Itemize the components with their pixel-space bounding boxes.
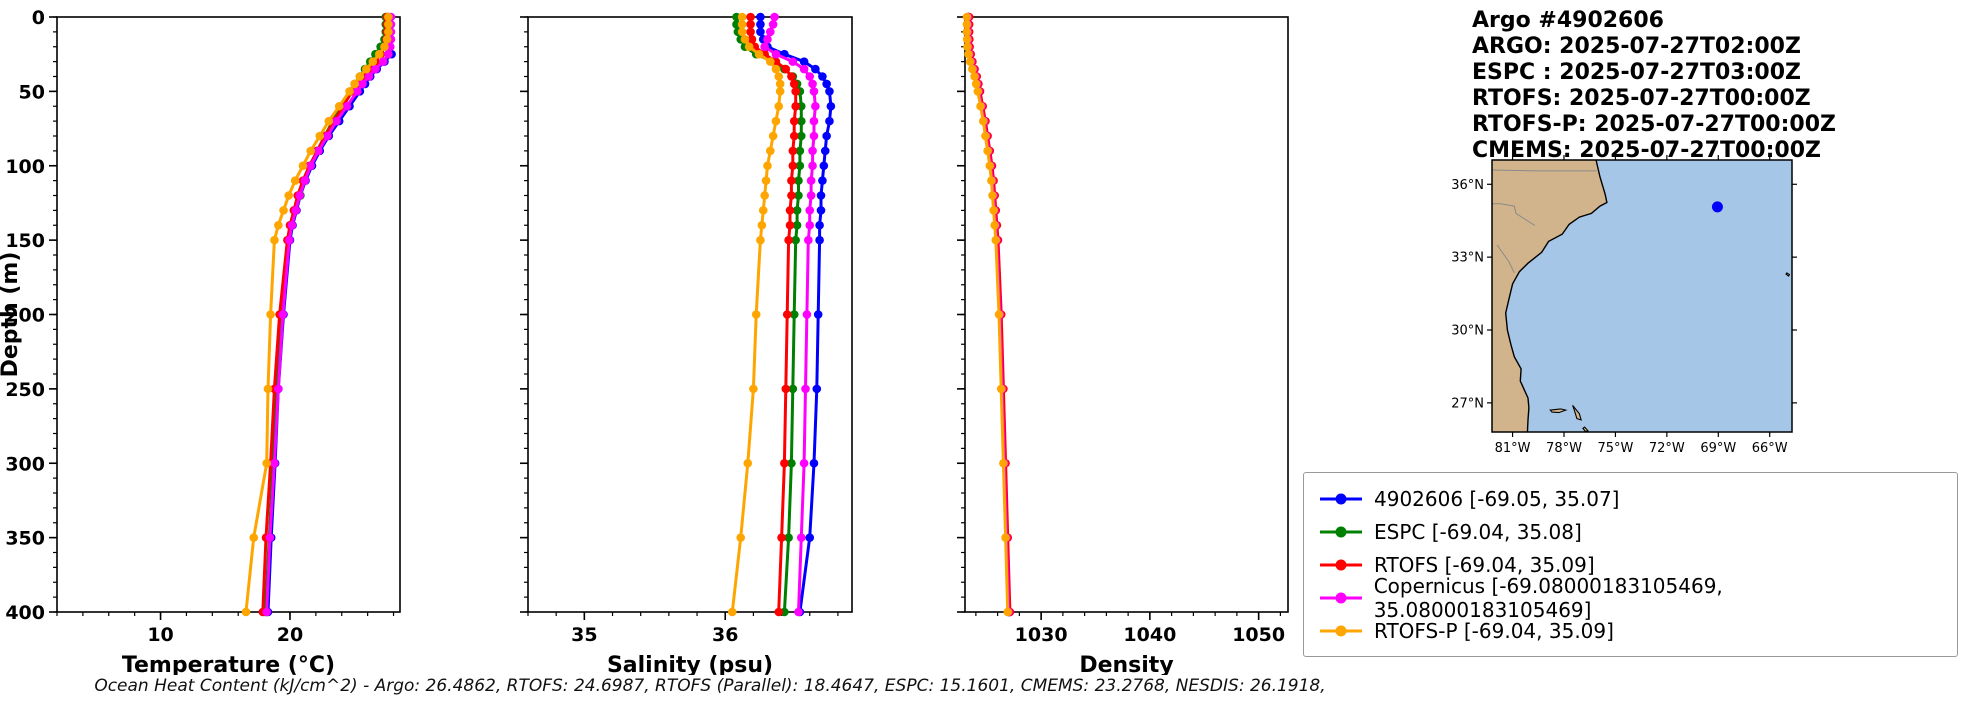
map-frame — [1491, 159, 1793, 433]
legend-label: ESPC [-69.04, 35.08] — [1374, 519, 1582, 544]
x-tick-label: 1040 — [1123, 624, 1176, 646]
x-tick-label: 35 — [571, 624, 597, 646]
legend-label: 4902606 [-69.05, 35.07] — [1374, 486, 1620, 511]
header-line-rtofs: RTOFS: 2025-07-27T00:00Z — [1472, 86, 1811, 111]
map-lon-label: 81°W — [1495, 441, 1531, 456]
x-axis-label: Temperature (°C) — [122, 653, 335, 675]
island — [1785, 272, 1791, 277]
y-tick-label: 400 — [5, 602, 45, 624]
map-lon-label: 66°W — [1752, 441, 1788, 456]
map-lon-label: 72°W — [1649, 441, 1685, 456]
y-tick-label: 0 — [32, 7, 45, 29]
legend: 4902606 [-69.05, 35.07] ESPC [-69.04, 35.… — [1303, 472, 1958, 657]
legend-label: Copernicus [-69.08000183105469, 35.08000… — [1373, 573, 1723, 622]
y-tick-label: 300 — [5, 453, 45, 475]
x-tick-label: 10 — [147, 624, 173, 646]
x-axis-label: Salinity (psu) — [607, 653, 773, 675]
state-border-line — [1496, 244, 1515, 274]
map-lat-label: 36°N — [1451, 178, 1484, 193]
legend-item: ESPC [-69.04, 35.08] — [1318, 515, 1943, 548]
y-axis-label: Depth (m) — [0, 252, 23, 378]
legend-item: Copernicus [-69.08000183105469, 35.08000… — [1318, 574, 1943, 622]
y-tick-label: 250 — [5, 379, 45, 401]
series-RTOFS — [746, 12, 800, 617]
salinity-chart-svg: 35 36 Salinity (psu) — [520, 12, 853, 678]
header-block: Argo #4902606 ARGO: 2025-07-27T02:00Z ES… — [1472, 8, 1972, 164]
temperature-plot: 10 20 0 50 100 150 200 250 300 350 400 Temperature … — [0, 0, 435, 679]
density-plot: 1030 1040 1050 Density — [905, 0, 1305, 679]
map-lon-label: 78°W — [1546, 441, 1582, 456]
legend-label: RTOFS [-69.04, 35.09] — [1374, 552, 1595, 577]
x-tick-label: 1030 — [1015, 624, 1068, 646]
y-tick-label: 50 — [19, 81, 45, 103]
y-tick-label: 100 — [5, 156, 45, 178]
header-title: Argo #4902606 — [1472, 8, 1664, 33]
header-line-rtofsp: RTOFS-P: 2025-07-27T00:00Z — [1472, 112, 1836, 137]
legend-item: RTOFS [-69.04, 35.09] — [1318, 548, 1943, 581]
series-RTOFS-P — [962, 12, 1013, 617]
x-tick-label: 36 — [712, 624, 738, 646]
island — [1549, 408, 1568, 414]
legend-label: RTOFS-P [-69.04, 35.09] — [1374, 618, 1614, 643]
header-line-espc: ESPC : 2025-07-27T03:00Z — [1472, 60, 1801, 85]
salinity-plot: 35 36 Salinity (psu) — [470, 0, 870, 679]
series-RTOFS-P — [727, 12, 785, 617]
legend-marker-icon — [1320, 625, 1362, 636]
series-RTOFS-P — [241, 12, 393, 617]
map-lon-label: 75°W — [1597, 441, 1633, 456]
y-tick-label: 150 — [5, 230, 45, 252]
map-lon-label: 69°W — [1700, 441, 1736, 456]
land-coastline — [1492, 160, 1608, 432]
island — [1572, 404, 1582, 421]
x-axis-label: Density — [1079, 653, 1173, 675]
map-svg: 27°N 30°N 33°N 36°N 81°W 78°W 75°W 72°W 69°W 66°W — [1451, 155, 1797, 456]
series-Copernicus — [262, 12, 396, 617]
header-line-cmems: CMEMS: 2025-07-27T00:00Z — [1472, 138, 1821, 163]
legend-marker-icon — [1320, 592, 1362, 603]
x-tick-label: 1050 — [1232, 624, 1285, 646]
series-Copernicus — [760, 12, 820, 617]
legend-marker-icon — [1320, 526, 1362, 537]
float-position-marker — [1711, 201, 1723, 213]
x-tick-label: 20 — [277, 624, 303, 646]
y-tick-label: 200 — [5, 305, 45, 327]
density-chart-svg: 1030 1040 1050 Density — [957, 12, 1289, 678]
map-lat-label: 33°N — [1451, 251, 1484, 266]
legend-item: RTOFS-P [-69.04, 35.09] — [1318, 614, 1943, 647]
header-line-argo: ARGO: 2025-07-27T02:00Z — [1472, 34, 1801, 59]
y-tick-label: 350 — [5, 528, 45, 550]
legend-marker-icon — [1320, 493, 1362, 504]
temperature-chart-svg: 10 20050100150200250300350400Temperature … — [0, 7, 401, 678]
legend-item: 4902606 [-69.05, 35.07] — [1318, 482, 1943, 515]
plot-frame — [964, 16, 1289, 613]
ocean-heat-content-caption: Ocean Heat Content (kJ/cm^2) - Argo: 26.… — [94, 676, 1326, 696]
map-lat-label: 30°N — [1451, 324, 1484, 339]
legend-marker-icon — [1320, 559, 1362, 570]
location-map: 27°N 30°N 33°N 36°N 81°W 78°W 75°W 72°W 69°W 66°W — [1440, 148, 1830, 463]
state-border-line — [1492, 203, 1536, 227]
map-lat-label: 27°N — [1451, 396, 1484, 411]
state-border-line — [1492, 169, 1597, 172]
